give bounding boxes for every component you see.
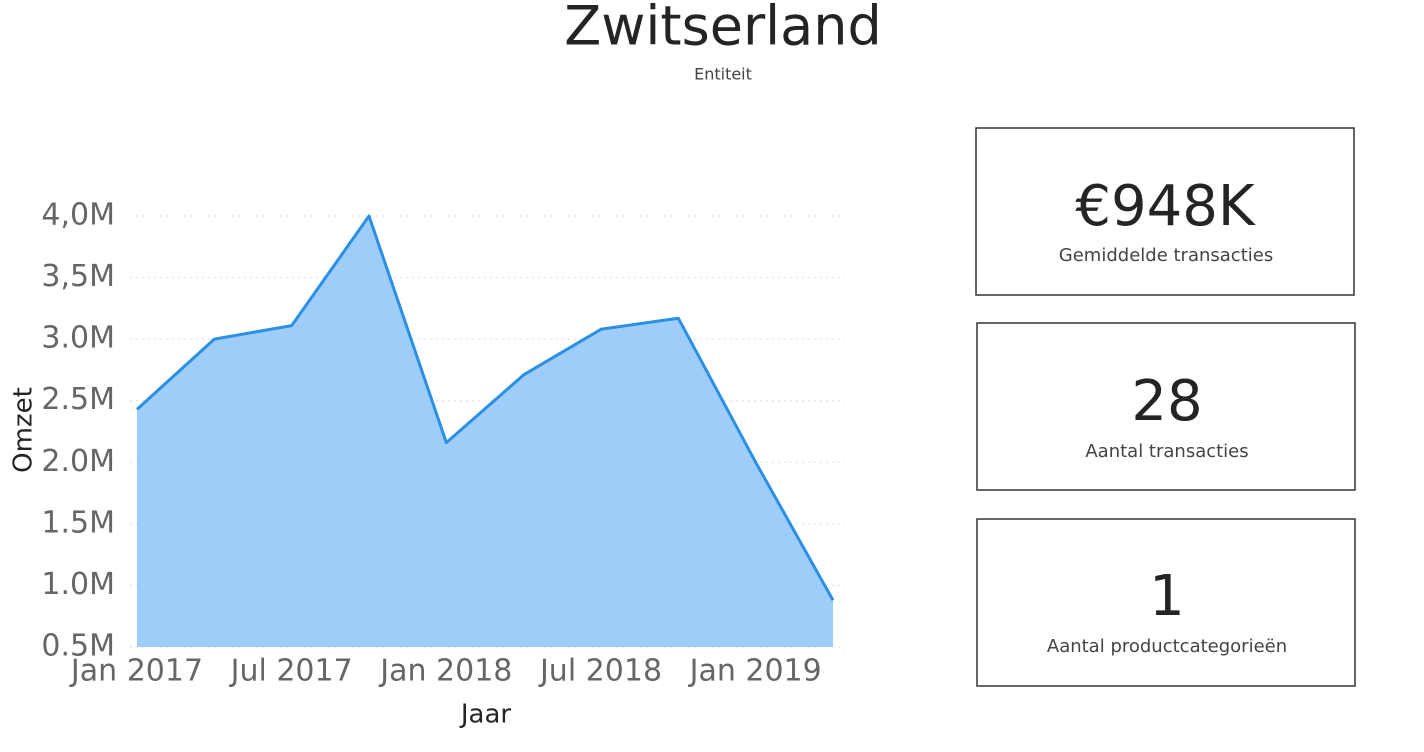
y-axis-title: Omzet — [9, 387, 39, 473]
x-tick-label: Jan 2018 — [378, 654, 512, 689]
y-tick-label: 4,0M — [41, 198, 115, 233]
page-subtitle: Entiteit — [694, 65, 752, 84]
cards: €948K Gemiddelde transacties 28 Aantal t… — [975, 127, 1356, 687]
y-tick-label: 2.5M — [41, 382, 115, 417]
x-tick-label: Jan 2017 — [69, 654, 203, 689]
y-tick-label: 2.0M — [41, 444, 115, 479]
y-tick-label: 0.5M — [41, 629, 115, 664]
y-tick-label: 3.0M — [41, 321, 115, 356]
x-tick-label: Jul 2017 — [229, 654, 353, 689]
card-frame — [975, 127, 1355, 296]
x-tick-label: Jan 2019 — [688, 654, 822, 689]
card-frame — [976, 322, 1356, 491]
card-label: Aantal productcategorieën — [1047, 636, 1287, 657]
page-title: Zwitserland — [564, 0, 882, 58]
card-value: 28 — [1131, 369, 1202, 434]
y-tick-label: 3,5M — [41, 259, 115, 294]
y-tick-label: 1.5M — [41, 505, 115, 540]
card-value: 1 — [1149, 564, 1185, 629]
card-frame — [976, 518, 1356, 687]
card-label: Gemiddelde transacties — [1059, 245, 1273, 266]
card-value: €948K — [1075, 174, 1256, 239]
area-fill — [137, 216, 833, 647]
x-axis-title: Jaar — [459, 700, 512, 730]
y-tick-label: 1.0M — [41, 567, 115, 602]
card-label: Aantal transacties — [1085, 441, 1248, 462]
area-line — [135, 214, 835, 601]
x-tick-label: Jul 2018 — [538, 654, 662, 689]
